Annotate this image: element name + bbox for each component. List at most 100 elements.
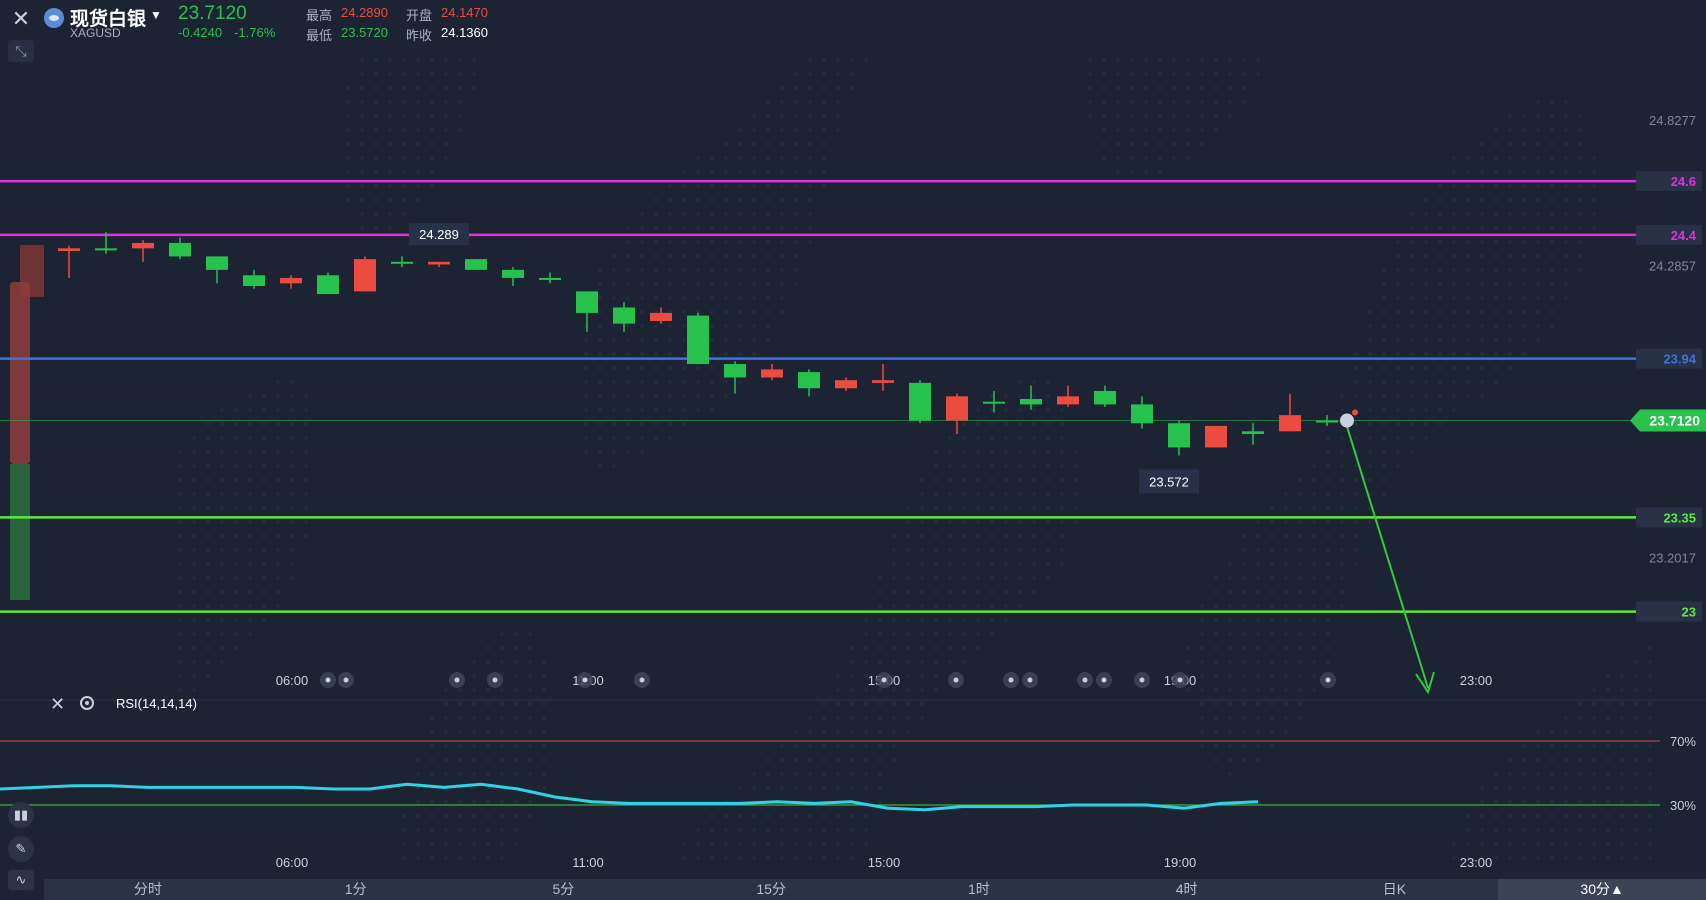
map-dot (374, 128, 378, 132)
rsi-close-icon[interactable]: ✕ (50, 694, 66, 714)
timeframe-tab[interactable]: 15分 (756, 881, 786, 897)
map-dot (1312, 562, 1316, 566)
timeframe-tab-active[interactable]: 30分▲ (1498, 879, 1706, 900)
map-dot (276, 534, 280, 538)
chevron-down-icon[interactable]: ▼ (150, 8, 162, 22)
timeframe-tab[interactable]: 分时 (133, 881, 162, 897)
map-dot (612, 254, 616, 258)
map-dot (500, 702, 504, 706)
map-dot (710, 338, 714, 342)
map-dot (1214, 688, 1218, 692)
map-dot (1340, 534, 1344, 538)
timeframe-tab[interactable]: 1分 (344, 881, 367, 897)
map-dot (1270, 688, 1274, 692)
map-dot (696, 828, 700, 832)
map-dot (1312, 590, 1316, 594)
timeframe-tab[interactable]: 1时 (967, 881, 990, 897)
map-dot (528, 814, 532, 818)
map-dot (1522, 170, 1526, 174)
map-dot (1368, 310, 1372, 314)
map-dot (1004, 394, 1008, 398)
map-dot (1340, 576, 1344, 580)
map-dot (1550, 212, 1554, 216)
map-dot (934, 548, 938, 552)
map-dot (794, 856, 798, 860)
indicator-icon[interactable]: ∿ (8, 870, 34, 890)
map-dot (1410, 240, 1414, 244)
map-dot (1018, 590, 1022, 594)
map-dot (780, 282, 784, 286)
map-dot (724, 352, 728, 356)
map-dot (598, 296, 602, 300)
map-dot (892, 660, 896, 664)
map-dot (276, 436, 280, 440)
map-dot (1508, 296, 1512, 300)
map-dot (276, 380, 280, 384)
map-dot (920, 702, 924, 706)
map-dot (738, 156, 742, 160)
timeframe-tab[interactable]: 5分 (552, 881, 575, 897)
map-dot (682, 254, 686, 258)
map-dot (1256, 534, 1260, 538)
map-dot (1396, 240, 1400, 244)
map-dot (1340, 590, 1344, 594)
map-dot (1284, 702, 1288, 706)
map-dot (374, 142, 378, 146)
map-dot (724, 268, 728, 272)
map-dot (542, 716, 546, 720)
map-dot (1424, 226, 1428, 230)
map-dot (1466, 240, 1470, 244)
map-dot (1410, 422, 1414, 426)
map-dot (878, 786, 882, 790)
map-dot (934, 632, 938, 636)
rsi-settings-icon[interactable] (80, 696, 94, 710)
map-dot (1522, 324, 1526, 328)
map-dot (850, 702, 854, 706)
map-dot (1438, 226, 1442, 230)
map-dot (962, 562, 966, 566)
map-dot (1522, 198, 1526, 202)
map-dot (724, 282, 728, 286)
map-dot (1340, 436, 1344, 440)
candles-icon[interactable]: ▮▮ (8, 802, 34, 828)
fullscreen-icon[interactable]: ⤡ (8, 40, 34, 62)
pencil-icon[interactable]: ✎ (8, 836, 34, 862)
map-dot (262, 506, 266, 510)
prev-close-value: 24.1360 (441, 25, 488, 40)
symbol-name[interactable]: 现货白银 (70, 9, 147, 30)
map-dot (766, 254, 770, 258)
map-dot (640, 380, 644, 384)
low-value: 23.5720 (341, 25, 388, 40)
map-dot (1522, 296, 1526, 300)
map-dot (416, 170, 420, 174)
map-dot (276, 422, 280, 426)
map-dot (948, 632, 952, 636)
map-dot (1172, 58, 1176, 62)
map-dot (752, 324, 756, 328)
map-dot (724, 814, 728, 818)
map-dot (1480, 282, 1484, 286)
map-dot (1004, 492, 1008, 496)
map-dot (388, 58, 392, 62)
candle-body (58, 248, 80, 252)
candle-body (1020, 399, 1042, 405)
map-dot (262, 464, 266, 468)
map-dot (752, 828, 756, 832)
map-dot (836, 100, 840, 104)
map-dot (976, 548, 980, 552)
map-dot (1312, 618, 1316, 622)
map-dot (976, 618, 980, 622)
map-dot (514, 814, 518, 818)
map-dot (220, 562, 224, 566)
map-dot (388, 72, 392, 76)
map-dot (906, 576, 910, 580)
map-dot (1368, 394, 1372, 398)
close-icon[interactable]: ✕ (11, 6, 31, 31)
map-dot (794, 170, 798, 174)
map-dot (808, 744, 812, 748)
map-dot (612, 436, 616, 440)
map-dot (192, 548, 196, 552)
timeframe-tab[interactable]: 日K (1382, 881, 1407, 897)
timeframe-tab[interactable]: 4时 (1175, 881, 1198, 897)
